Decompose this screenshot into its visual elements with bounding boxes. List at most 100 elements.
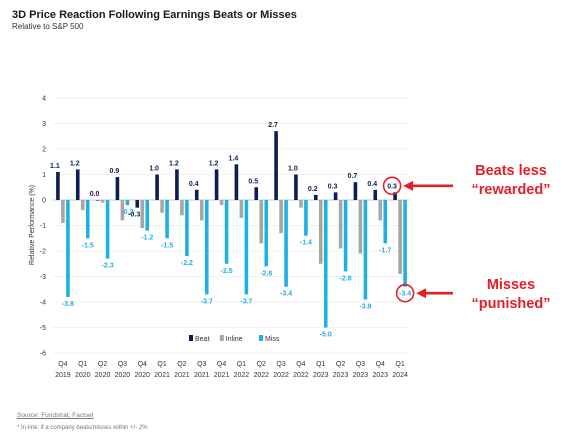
bar-inline — [199, 200, 204, 221]
bar-inline — [299, 200, 303, 208]
legend-label-beat: Beat — [195, 336, 209, 343]
x-tick-quarter: Q1 — [157, 361, 166, 368]
x-tick-quarter: Q1 — [78, 361, 87, 368]
bar-miss — [383, 200, 388, 244]
y-tick-label: 2 — [42, 147, 46, 154]
miss-value-label: -2.6 — [260, 270, 272, 277]
bar-series — [56, 131, 407, 328]
y-tick-label: 0 — [42, 198, 46, 205]
bar-beat — [135, 200, 140, 208]
x-tick-year: 2022 — [234, 372, 250, 379]
misses-callout: Misses “punished” — [446, 276, 576, 314]
x-tick-year: 2021 — [154, 372, 170, 379]
bar-miss — [363, 200, 368, 300]
x-tick-quarter: Q2 — [98, 361, 107, 368]
miss-value-label: -5.0 — [320, 332, 332, 339]
x-tick-quarter: Q2 — [336, 361, 345, 368]
x-tick-year: 2020 — [75, 372, 91, 379]
miss-value-label: -1.7 — [379, 247, 391, 254]
x-tick-year: 2020 — [115, 372, 131, 379]
miss-value-label: -2.3 — [102, 263, 114, 270]
source-note: Source: Fundstrat, Factset — [17, 412, 94, 419]
y-tick-label: 4 — [42, 96, 46, 103]
footnote: * In-line: if a company beats/misses wit… — [17, 425, 148, 431]
x-tick-year: 2022 — [273, 372, 289, 379]
bar-miss — [85, 200, 90, 239]
bar-inline — [259, 200, 264, 244]
y-axis: -6 -5 -4 -3 -2 -1 0 1 2 3 4 — [40, 96, 46, 358]
bar-beat — [274, 131, 278, 200]
beat-value-label: 1.0 — [288, 166, 298, 173]
x-tick-year: 2024 — [392, 372, 408, 379]
miss-value-label: -1.5 — [161, 242, 173, 249]
misses-arrow-head — [416, 288, 427, 299]
bar-beat — [194, 189, 199, 200]
miss-value-label: -3.9 — [359, 303, 371, 310]
miss-value-label: -3.7 — [201, 298, 213, 305]
x-tick-quarter: Q1 — [395, 361, 404, 368]
beat-value-label: 0.3 — [387, 183, 397, 190]
bar-miss — [185, 200, 189, 257]
x-tick-quarter: Q3 — [276, 361, 285, 368]
beats-callout-line2: “rewarded” — [471, 182, 551, 198]
x-tick-year: 2023 — [372, 372, 388, 379]
x-tick-quarter: Q1 — [237, 361, 246, 368]
y-tick-label: -5 — [40, 325, 46, 332]
bar-inline — [239, 200, 244, 218]
bar-beat — [393, 192, 397, 200]
x-tick-year: 2023 — [333, 372, 349, 379]
bar-inline — [378, 200, 383, 221]
bar-inline — [358, 200, 363, 254]
miss-value-label: -3.4 — [399, 291, 411, 298]
miss-value-label: -1.4 — [300, 240, 312, 247]
bar-inline — [318, 200, 323, 264]
beat-highlight-circle — [382, 176, 402, 196]
bar-miss — [323, 200, 328, 328]
x-tick-quarter: Q2 — [257, 361, 266, 368]
beat-value-label: 0.2 — [308, 186, 318, 193]
gridlines — [53, 97, 410, 354]
beat-value-label: 1.2 — [209, 160, 219, 167]
x-tick-year: 2020 — [134, 372, 150, 379]
bar-inline — [219, 200, 224, 206]
legend-swatch-inline — [219, 335, 224, 341]
chart-subtitle: Relative to S&P 500 — [12, 22, 84, 31]
x-tick-year: 2021 — [194, 372, 210, 379]
beat-value-label: 0.5 — [248, 178, 258, 185]
x-tick-year: 2022 — [253, 372, 269, 379]
bar-miss — [66, 200, 70, 297]
bar-inline — [279, 200, 283, 234]
x-tick-quarter: Q4 — [217, 361, 226, 368]
y-tick-label: 3 — [42, 121, 46, 128]
bar-miss — [284, 200, 288, 287]
x-tick-year: 2021 — [214, 372, 230, 379]
bar-beat — [175, 169, 179, 200]
bar-beat — [234, 164, 239, 200]
miss-value-label: -0.2 — [121, 209, 133, 216]
bar-beat — [75, 169, 80, 200]
bar-inline — [180, 200, 184, 216]
miss-value-label: -2.8 — [340, 275, 352, 282]
x-tick-year: 2020 — [95, 372, 111, 379]
y-tick-label: -2 — [40, 249, 46, 256]
bar-beat — [56, 171, 60, 200]
bar-inline — [160, 200, 164, 213]
bar-miss — [105, 200, 110, 259]
beats-arrow-head — [403, 180, 414, 191]
bar-beat — [155, 174, 159, 200]
bar-beat — [115, 177, 120, 200]
beats-callout-line1: Beats less — [475, 163, 547, 179]
bar-inline — [120, 200, 125, 221]
legend: Beat Inline Miss — [189, 335, 280, 343]
bar-inline — [100, 200, 105, 203]
legend-swatch-beat — [189, 335, 193, 341]
bar-beat — [353, 182, 358, 200]
bar-beat — [95, 200, 100, 201]
chart-title: 3D Price Reaction Following Earnings Bea… — [12, 9, 297, 21]
bar-beat — [294, 174, 298, 200]
beat-value-label: 1.4 — [229, 155, 239, 162]
x-tick-quarter: Q1 — [316, 361, 325, 368]
bar-miss — [244, 200, 249, 295]
x-tick-year: 2023 — [313, 372, 329, 379]
x-tick-quarter: Q4 — [58, 361, 67, 368]
